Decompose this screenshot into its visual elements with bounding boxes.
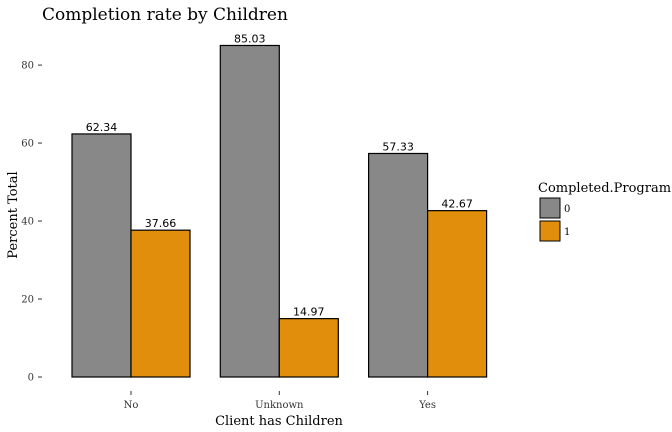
data-label-yes-series-1: 42.67 xyxy=(441,198,473,211)
x-tick-label-unknown: Unknown xyxy=(255,400,304,411)
legend-swatch-0 xyxy=(539,197,561,219)
y-axis: 0 20 40 60 80 xyxy=(21,61,42,384)
y-tick-label: 80 xyxy=(21,61,34,72)
chart-title: Completion rate by Children xyxy=(42,5,288,25)
legend-label-0: 0 xyxy=(564,204,570,215)
bar-yes-series-0 xyxy=(368,152,429,378)
data-labels: 62.34 37.66 85.03 14.97 57.33 42.67 xyxy=(86,32,473,318)
data-label-no-series-1: 37.66 xyxy=(145,217,177,230)
x-axis-title: Client has Children xyxy=(215,414,343,429)
y-tick-label: 0 xyxy=(28,373,34,384)
x-tick-label-yes: Yes xyxy=(418,400,436,411)
legend-label-1: 1 xyxy=(564,227,570,238)
bars xyxy=(71,44,488,378)
bar-yes-series-1 xyxy=(427,210,488,378)
x-axis: No Unknown Yes xyxy=(124,391,436,411)
bar-no-series-1 xyxy=(130,229,191,378)
y-axis-title: Percent Total xyxy=(6,171,21,258)
bar-unknown-series-1 xyxy=(278,318,339,378)
bar-no-series-0 xyxy=(71,133,132,378)
data-label-unknown-series-0: 85.03 xyxy=(234,32,266,45)
data-label-unknown-series-1: 14.97 xyxy=(293,306,325,319)
data-label-no-series-0: 62.34 xyxy=(86,121,118,134)
legend-swatch-1 xyxy=(539,220,561,242)
bar-unknown-series-0 xyxy=(219,44,280,378)
legend-title: Completed.Program xyxy=(538,181,671,196)
legend: Completed.Program 0 1 xyxy=(538,181,671,242)
x-tick-label-no: No xyxy=(124,400,139,411)
y-tick-label: 40 xyxy=(21,217,34,228)
y-tick-label: 20 xyxy=(21,295,34,306)
y-tick-label: 60 xyxy=(21,139,34,150)
data-label-yes-series-0: 57.33 xyxy=(382,140,414,153)
